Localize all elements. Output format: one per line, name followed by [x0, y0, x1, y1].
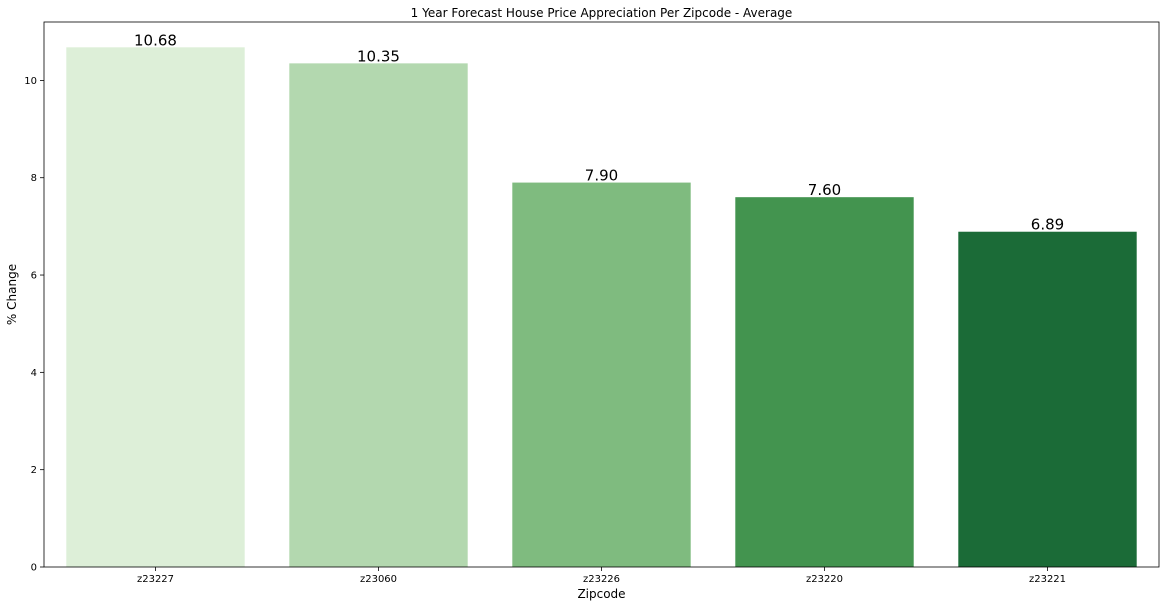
bar-z23060 [289, 63, 468, 568]
chart-title: 1 Year Forecast House Price Appreciation… [411, 6, 793, 20]
y-tick-label: 6 [31, 271, 37, 282]
x-tick-label: z23227 [137, 574, 174, 585]
x-tick-label: z23221 [1029, 574, 1066, 585]
y-tick-label: 4 [31, 368, 37, 379]
x-tick-label: z23220 [806, 574, 843, 585]
x-axis-ticks: z23227 z23060 z23226 z23220 z23221 [137, 567, 1066, 585]
y-tick-label: 8 [31, 173, 37, 184]
data-label-z23060: 10.35 [357, 47, 400, 65]
x-tick-label: z23060 [360, 574, 397, 585]
data-labels: 10.68 10.35 7.90 7.60 6.89 [134, 31, 1064, 233]
data-label-z23221: 6.89 [1031, 216, 1064, 234]
y-tick-label: 10 [24, 76, 37, 87]
x-tick-label: z23226 [583, 574, 620, 585]
bar-z23226 [512, 182, 691, 567]
axes [43, 21, 1160, 568]
bar-z23220 [735, 197, 914, 567]
x-axis-title: Zipcode [577, 587, 625, 601]
data-label-z23227: 10.68 [134, 31, 177, 49]
y-axis-title: % Change [5, 264, 19, 325]
bar-z23227 [66, 47, 245, 567]
y-axis-ticks: 0 2 4 6 8 10 [24, 76, 44, 574]
plot-frame [43, 21, 1160, 568]
y-tick-label: 0 [31, 563, 37, 574]
bar-z23221 [958, 231, 1137, 568]
data-label-z23220: 7.60 [808, 181, 841, 199]
bars [66, 47, 1137, 568]
y-tick-label: 2 [31, 465, 37, 476]
data-label-z23226: 7.90 [585, 167, 618, 185]
